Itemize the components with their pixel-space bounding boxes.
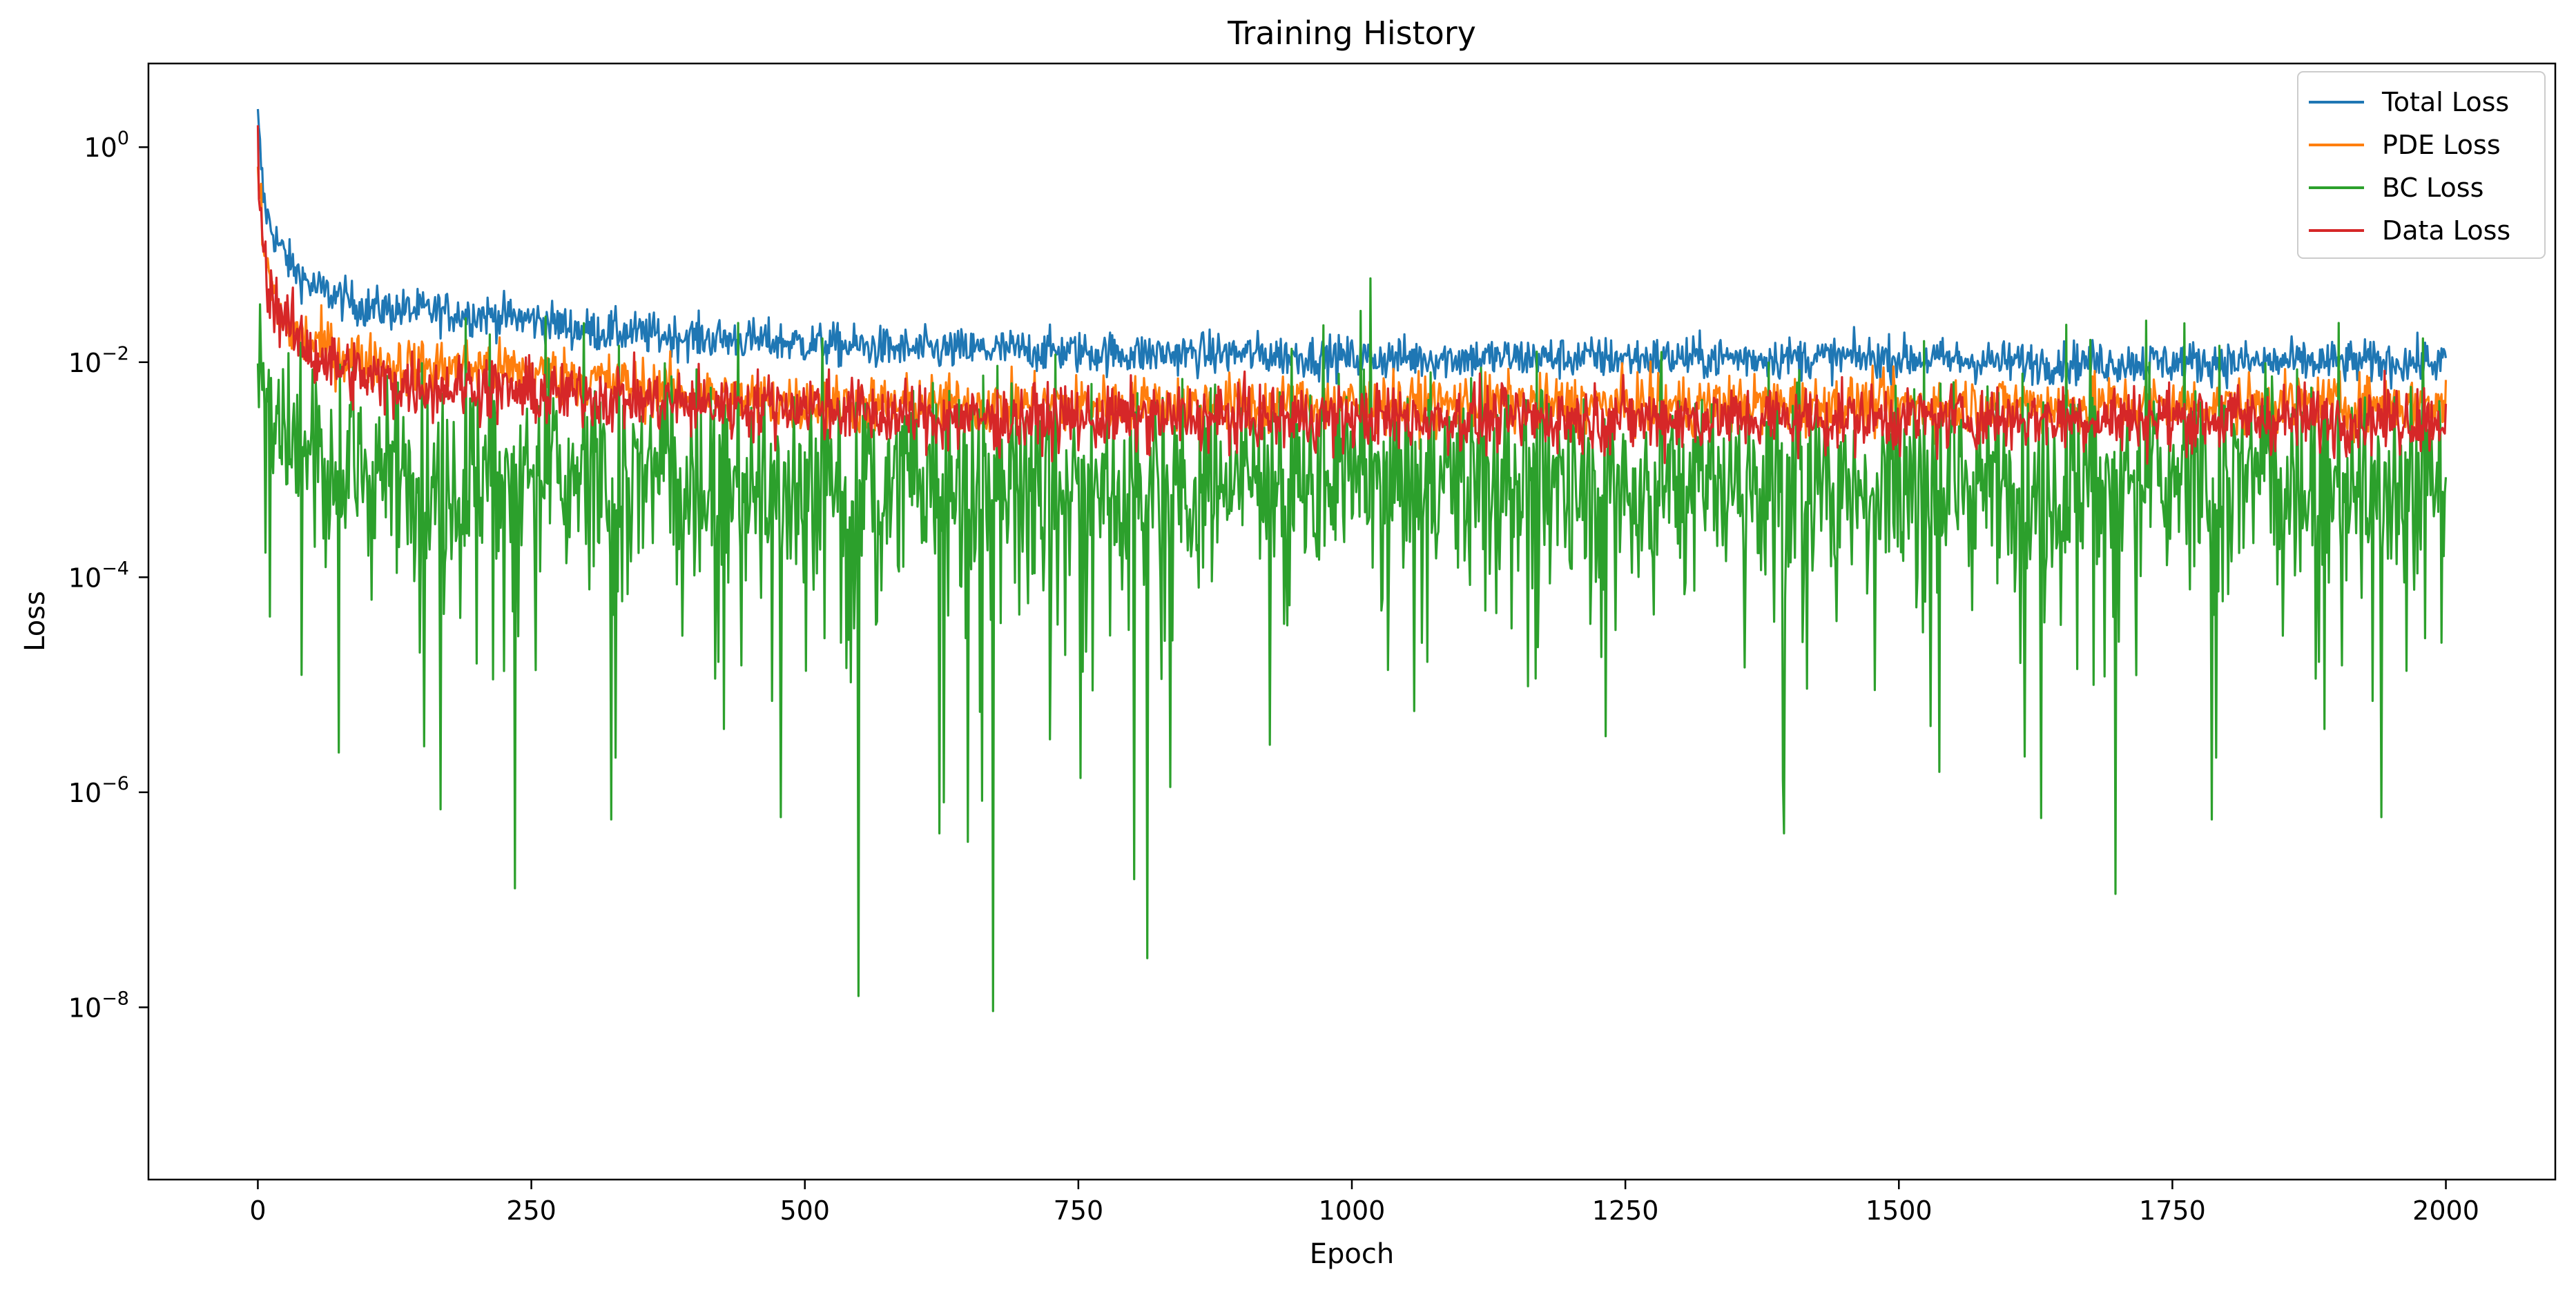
series-line-bc-loss	[256, 277, 2448, 1013]
x-tick-label: 1750	[2139, 1195, 2206, 1226]
legend-box	[2297, 71, 2546, 259]
y-axis-ticks: 100 10−2 10−4 10−6 10−8	[68, 128, 148, 1023]
y-axis-label: Loss	[19, 591, 51, 652]
x-tick-label: 0	[249, 1195, 266, 1226]
chart-title: Training History	[1227, 14, 1476, 52]
x-tick-label: 1250	[1592, 1195, 1659, 1226]
series-line-data-loss	[256, 125, 2448, 465]
x-tick-label: 750	[1054, 1195, 1104, 1226]
y-tick-label: 10−6	[68, 773, 129, 808]
legend-label: Total Loss	[2381, 87, 2509, 117]
x-axis-ticks: 0 250 500 750 1000 1250 1500 1750 2000	[249, 1180, 2479, 1226]
y-tick-label: 10−4	[68, 558, 129, 593]
x-tick-label: 500	[779, 1195, 830, 1226]
legend: Total Loss PDE Loss BC Loss Data Loss	[2297, 71, 2546, 259]
plot-lines	[256, 108, 2448, 1013]
y-tick-label: 10−2	[68, 343, 129, 378]
x-tick-label: 1500	[1866, 1195, 1933, 1226]
legend-label: Data Loss	[2382, 215, 2510, 246]
legend-label: BC Loss	[2382, 173, 2483, 203]
legend-label: PDE Loss	[2382, 130, 2501, 160]
x-tick-label: 1000	[1319, 1195, 1386, 1226]
series-line-total-loss	[256, 108, 2448, 390]
series-line-pde-loss	[256, 166, 2448, 450]
x-tick-label: 250	[506, 1195, 556, 1226]
y-tick-label: 10−8	[68, 988, 129, 1023]
y-tick-label: 100	[84, 128, 129, 163]
x-tick-label: 2000	[2412, 1195, 2479, 1226]
x-axis-label: Epoch	[1310, 1238, 1394, 1270]
